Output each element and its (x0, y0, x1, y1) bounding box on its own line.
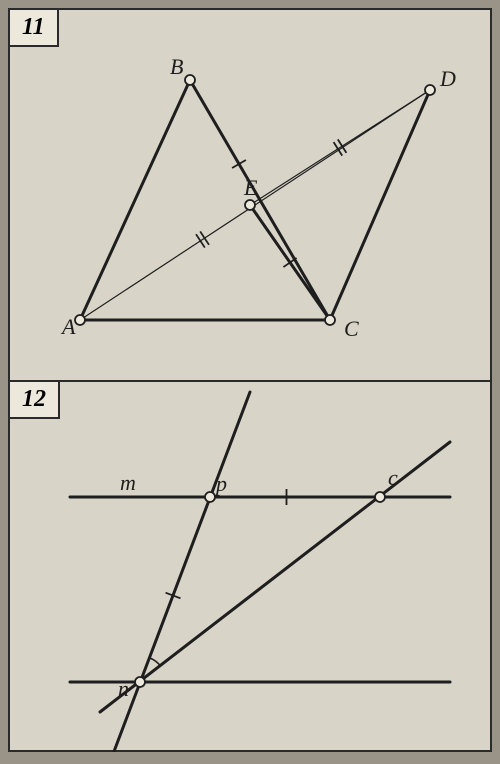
problem-11-panel: 11 A B C D E (10, 10, 490, 382)
svg-text:n: n (118, 676, 129, 701)
svg-text:m: m (120, 470, 136, 495)
worksheet-page: 11 A B C D E 12 m n p c (8, 8, 492, 752)
problem-number: 12 (10, 382, 60, 419)
svg-text:C: C (344, 316, 359, 341)
diagram-11: A B C D E (10, 10, 490, 380)
svg-text:p: p (214, 471, 227, 496)
svg-text:A: A (60, 314, 76, 339)
svg-text:D: D (439, 66, 456, 91)
svg-text:E: E (243, 175, 258, 200)
problem-12-panel: 12 m n p c (10, 382, 490, 752)
svg-text:B: B (170, 54, 183, 79)
diagram-12: m n p c (10, 382, 490, 752)
svg-text:c: c (388, 465, 398, 490)
problem-number: 11 (10, 10, 59, 47)
